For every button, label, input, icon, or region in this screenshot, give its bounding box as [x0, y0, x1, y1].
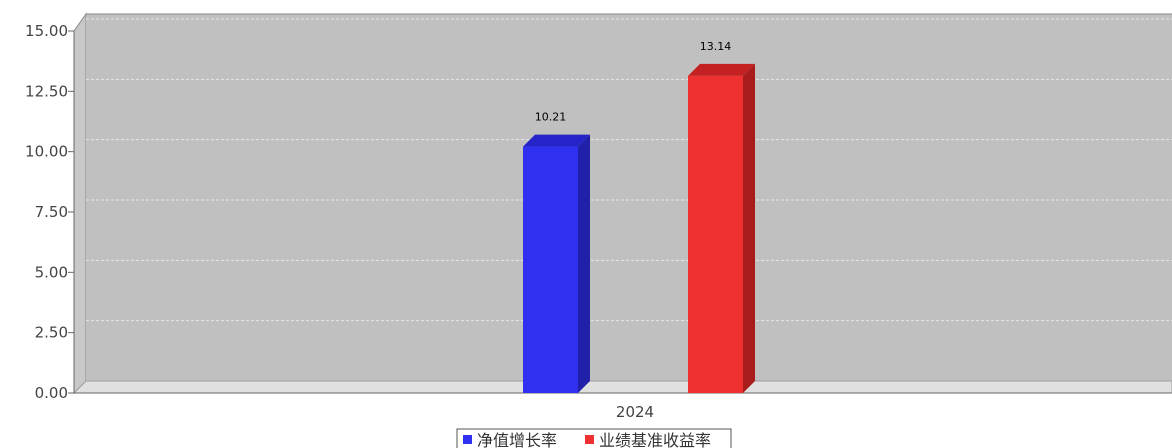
y-tick-label: 7.50 — [35, 203, 68, 221]
plot-left-wall — [73, 12, 87, 395]
y-tick-label: 10.00 — [25, 143, 68, 161]
y-tick-label: 15.00 — [25, 22, 68, 40]
plot-floor — [72, 380, 1172, 394]
legend-swatch-0 — [463, 435, 472, 444]
data-label-0: 10.21 — [535, 111, 567, 124]
bar-0-front — [523, 146, 578, 393]
legend-label-0: 净值增长率 — [477, 431, 557, 448]
bar-1-top — [688, 63, 755, 76]
x-tick-label: 2024 — [616, 403, 654, 421]
legend-swatch-1 — [585, 435, 594, 444]
bar-0-top — [523, 134, 590, 147]
y-tick-label: 0.00 — [35, 384, 68, 402]
legend: 净值增长率 业绩基准收益率 — [456, 428, 732, 448]
data-label-1: 13.14 — [700, 40, 732, 53]
plot-back-wall — [86, 14, 1172, 381]
bar-1-front — [688, 75, 743, 393]
legend-label-1: 业绩基准收益率 — [599, 431, 711, 448]
y-tick-label: 5.00 — [35, 263, 68, 281]
bar-1-side — [743, 63, 755, 393]
data-labels: 10.21 13.14 — [535, 40, 732, 124]
bars — [523, 63, 755, 393]
y-tick-label: 12.50 — [25, 82, 68, 100]
category-labels: 2024 — [616, 403, 654, 421]
y-tick-label: 2.50 — [35, 324, 68, 342]
bar-0-side — [578, 134, 590, 393]
gridlines — [86, 18, 1172, 322]
y-axis: 0.00 2.50 5.00 7.50 10.00 12.50 15.00 — [25, 22, 75, 402]
